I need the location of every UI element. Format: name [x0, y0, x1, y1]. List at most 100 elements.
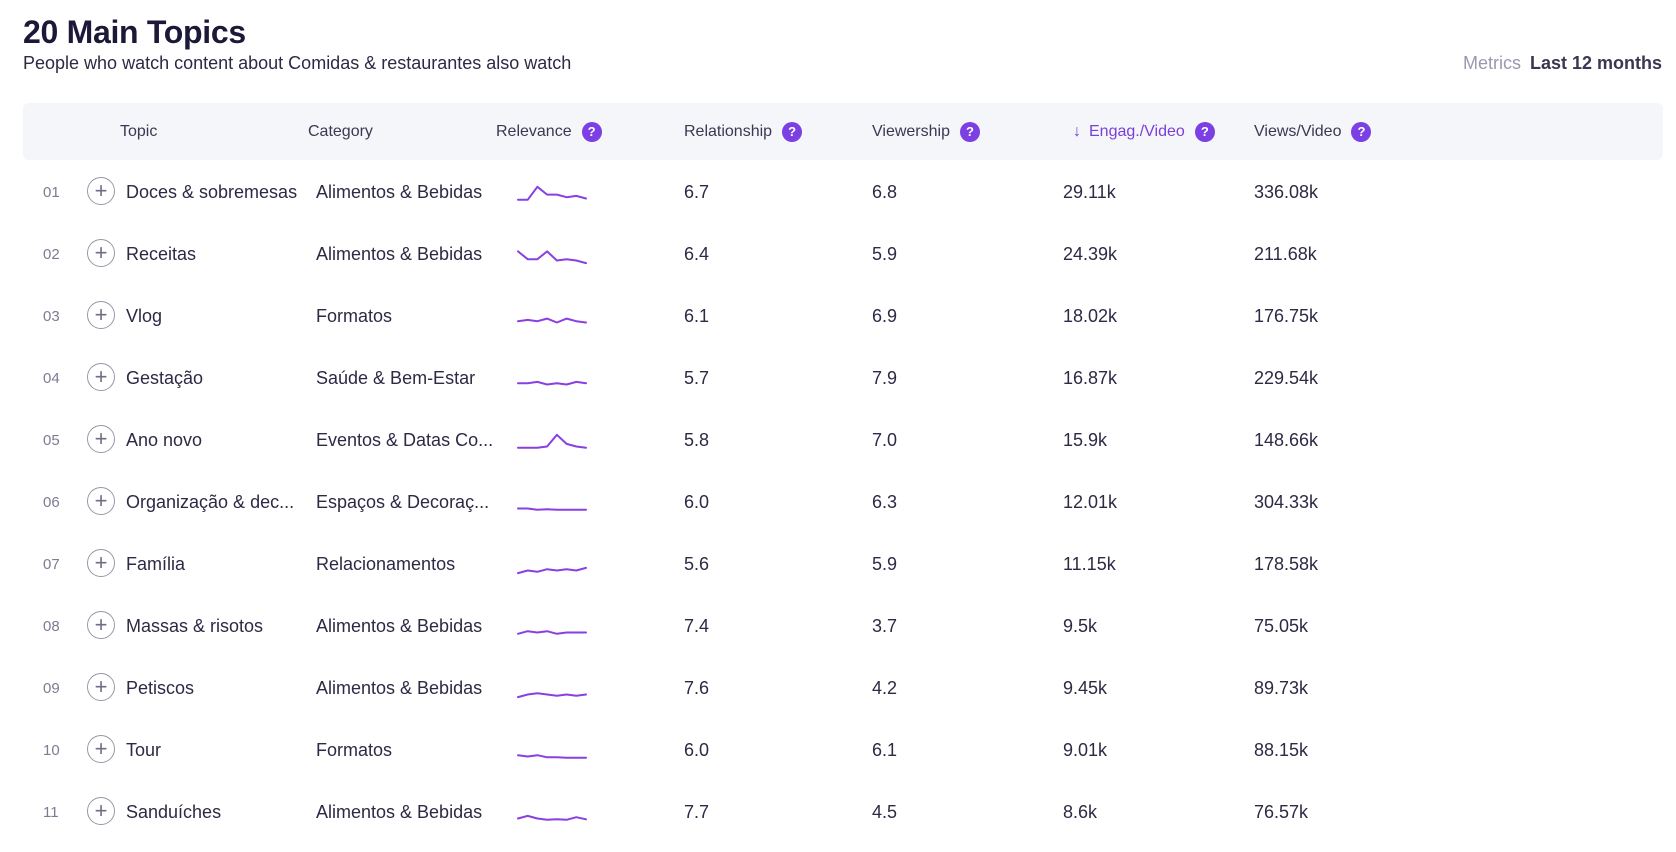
- metrics-period[interactable]: Metrics Last 12 months: [1463, 53, 1662, 74]
- topic-category: Alimentos & Bebidas: [316, 181, 483, 202]
- relationship-value: 5.8: [684, 429, 710, 450]
- relationship-value: 6.0: [684, 739, 710, 760]
- column-header-views[interactable]: Views/Video ?: [1254, 103, 1372, 160]
- viewership-value: 6.1: [872, 739, 898, 760]
- table-row[interactable]: 10 + Tour Formatos 6.0 6.1 9.01k 88.15k: [23, 719, 1663, 781]
- sparkline-path: [517, 185, 587, 201]
- topic-name[interactable]: Petiscos: [126, 677, 195, 698]
- views-value: 176.75k: [1254, 305, 1319, 326]
- relevance-help-icon[interactable]: ?: [581, 121, 602, 142]
- add-topic-plus-icon[interactable]: +: [87, 549, 115, 577]
- topic-category: Eventos & Datas Co...: [316, 429, 494, 450]
- relationship-help-icon[interactable]: ?: [782, 121, 803, 142]
- viewership-value: 3.7: [872, 615, 898, 636]
- table-row[interactable]: 03 + Vlog Formatos 6.1 6.9 18.02k 176.75k: [23, 285, 1663, 347]
- table-row[interactable]: 01 + Doces & sobremesas Alimentos & Bebidas…: [23, 161, 1663, 223]
- topic-category: Alimentos & Bebidas: [316, 243, 483, 264]
- row-number: 08: [43, 617, 60, 635]
- column-header-viewership[interactable]: Viewership ?: [872, 103, 980, 160]
- column-header-relationship[interactable]: Relationship ?: [684, 103, 803, 160]
- add-topic-plus-icon[interactable]: +: [87, 735, 115, 763]
- row-number: 02: [43, 245, 60, 263]
- add-topic-plus-icon[interactable]: +: [87, 177, 115, 205]
- sparkline-path: [517, 250, 587, 265]
- relationship-value: 6.4: [684, 243, 710, 264]
- table-row[interactable]: 06 + Organização & dec... Espaços & Decoraç…: [23, 471, 1663, 533]
- add-topic-plus-icon[interactable]: +: [87, 487, 115, 515]
- engagement-value: 24.39k: [1063, 243, 1118, 264]
- topic-name[interactable]: Vlog: [126, 305, 163, 326]
- views-help-icon[interactable]: ?: [1351, 121, 1372, 142]
- topic-category: Alimentos & Bebidas: [316, 615, 483, 636]
- topic-name[interactable]: Doces & sobremesas: [126, 181, 298, 202]
- table-row[interactable]: 07 + Família Relacionamentos 5.6 5.9 11.15k 178…: [23, 533, 1663, 595]
- viewership-value: 6.9: [872, 305, 898, 326]
- topic-name[interactable]: Tour: [126, 739, 162, 760]
- topic-name[interactable]: Família: [126, 553, 186, 574]
- sparkline-path: [517, 566, 587, 575]
- row-number: 04: [43, 369, 60, 387]
- add-topic-plus-icon[interactable]: +: [87, 363, 115, 391]
- engagement-value: 11.15k: [1063, 553, 1116, 574]
- engagement-value: 9.01k: [1063, 739, 1108, 760]
- sparkline-path: [517, 507, 587, 511]
- relationship-value: 6.1: [684, 305, 710, 326]
- table-row[interactable]: 02 + Receitas Alimentos & Bebidas 6.4 5.9 24.3…: [23, 223, 1663, 285]
- row-number: 03: [43, 307, 60, 325]
- topic-name[interactable]: Massas & risotos: [126, 615, 264, 636]
- views-value: 229.54k: [1254, 367, 1319, 388]
- relevance-sparkline: [517, 185, 587, 201]
- views-value: 304.33k: [1254, 491, 1319, 512]
- add-topic-plus-icon[interactable]: +: [87, 611, 115, 639]
- add-topic-plus-icon[interactable]: +: [87, 239, 115, 267]
- add-topic-plus-icon[interactable]: +: [87, 797, 115, 825]
- column-header-engagement[interactable]: ↓ Engag./Video ?: [1073, 103, 1215, 160]
- column-header-views-label: Views/Video: [1254, 122, 1342, 140]
- relationship-value: 6.7: [684, 181, 710, 202]
- relevance-sparkline: [517, 630, 587, 635]
- table-row[interactable]: 08 + Massas & risotos Alimentos & Bebidas 7.…: [23, 595, 1663, 657]
- relevance-sparkline: [517, 692, 587, 699]
- engagement-value: 16.87k: [1063, 367, 1118, 388]
- views-value: 336.08k: [1254, 181, 1319, 202]
- relevance-sparkline: [517, 814, 587, 821]
- sparkline-path: [517, 380, 587, 386]
- engagement-value: 9.45k: [1063, 677, 1108, 698]
- table-row[interactable]: 09 + Petiscos Alimentos & Bebidas 7.6 4.2 9.45…: [23, 657, 1663, 719]
- sparkline-path: [517, 433, 587, 449]
- row-number: 11: [43, 803, 59, 821]
- relationship-value: 6.0: [684, 491, 710, 512]
- column-header-relevance[interactable]: Relevance ?: [496, 103, 602, 160]
- row-number: 06: [43, 493, 60, 511]
- topic-category: Espaços & Decoraç...: [316, 491, 490, 512]
- add-topic-plus-icon[interactable]: +: [87, 425, 115, 453]
- metrics-period-value[interactable]: Last 12 months: [1529, 53, 1662, 73]
- relationship-value: 7.6: [684, 677, 710, 698]
- add-topic-plus-icon[interactable]: +: [87, 673, 115, 701]
- relevance-sparkline: [517, 317, 587, 324]
- topic-name[interactable]: Organização & dec...: [126, 491, 295, 512]
- views-value: 89.73k: [1254, 677, 1309, 698]
- row-number: 01: [43, 183, 60, 201]
- topic-name[interactable]: Receitas: [126, 243, 197, 264]
- viewership-value: 6.8: [872, 181, 898, 202]
- column-header-topic[interactable]: Topic: [120, 122, 158, 140]
- viewership-help-icon[interactable]: ?: [959, 121, 980, 142]
- engagement-value: 15.9k: [1063, 429, 1108, 450]
- topic-name[interactable]: Sanduíches: [126, 801, 222, 822]
- engagement-help-icon[interactable]: ?: [1194, 121, 1215, 142]
- table-row[interactable]: 11 + Sanduíches Alimentos & Bebidas 7.7 4.5 8.…: [23, 781, 1663, 843]
- topic-category: Alimentos & Bebidas: [316, 677, 483, 698]
- row-number: 10: [43, 741, 60, 759]
- relationship-value: 5.7: [684, 367, 710, 388]
- topic-name[interactable]: Gestação: [126, 367, 204, 388]
- views-value: 88.15k: [1254, 739, 1309, 760]
- relevance-sparkline: [517, 433, 587, 449]
- table-row[interactable]: 05 + Ano novo Eventos & Datas Co... 5.8 7.0 15…: [23, 409, 1663, 471]
- topic-name[interactable]: Ano novo: [126, 429, 203, 450]
- table-row[interactable]: 04 + Gestação Saúde & Bem-Estar 5.7 7.9 16.87k…: [23, 347, 1663, 409]
- column-header-category[interactable]: Category: [308, 122, 373, 140]
- viewership-value: 6.3: [872, 491, 898, 512]
- add-topic-plus-icon[interactable]: +: [87, 301, 115, 329]
